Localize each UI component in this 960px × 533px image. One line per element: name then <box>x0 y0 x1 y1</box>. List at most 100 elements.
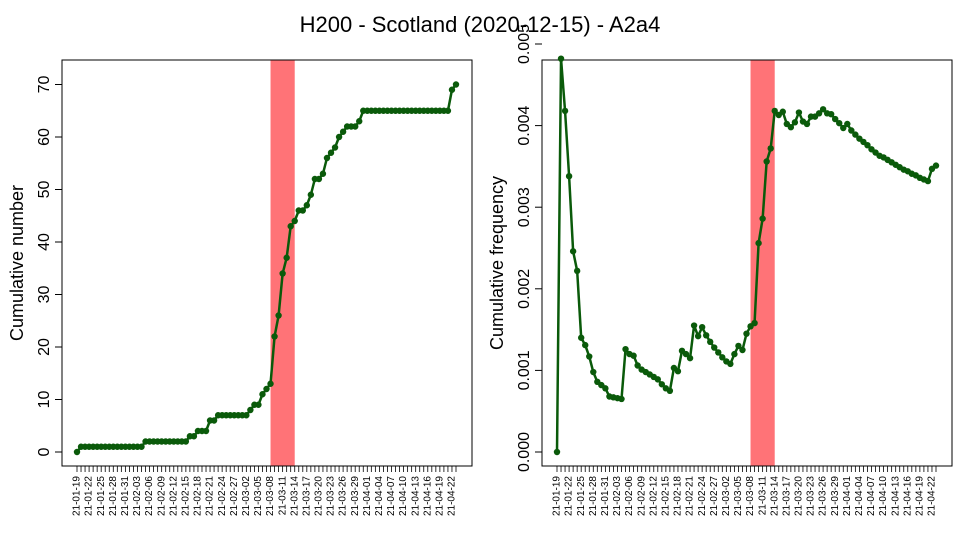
y-tick-label: 0.003 <box>516 187 533 227</box>
data-point <box>335 133 343 141</box>
data-point <box>739 346 746 354</box>
x-tick-label: 21-03-05 <box>253 476 264 516</box>
data-point <box>352 123 359 130</box>
data-point <box>759 215 766 222</box>
x-tick-label: 21-01-31 <box>120 476 131 516</box>
x-tick-label: 21-02-24 <box>697 476 708 516</box>
data-point <box>190 433 198 440</box>
y-tick-label: 40 <box>36 233 53 251</box>
data-point <box>291 217 298 225</box>
data-point <box>327 149 335 156</box>
data-point <box>924 177 932 185</box>
x-tick-label: 21-02-09 <box>636 476 647 516</box>
data-point <box>735 342 742 350</box>
data-point <box>448 86 456 93</box>
data-point <box>182 438 190 445</box>
data-point <box>444 107 452 114</box>
highlight-band <box>750 60 775 466</box>
x-tick-label: 21-03-26 <box>338 476 349 516</box>
x-tick-label: 21-02-21 <box>205 476 216 516</box>
x-tick-label: 21-01-31 <box>600 476 611 516</box>
data-point <box>658 381 666 388</box>
data-point <box>827 110 835 118</box>
data-point <box>279 270 286 277</box>
x-tick-label: 21-04-04 <box>374 476 385 516</box>
data-point <box>751 319 758 327</box>
data-point <box>299 207 306 214</box>
x-tick-label: 21-03-20 <box>794 476 805 516</box>
data-point <box>666 387 674 394</box>
x-tick-label: 21-02-27 <box>229 476 240 516</box>
right-panel: 0.000 0.001 0.002 0.003 0.004 0.005 Cumulative… <box>487 24 953 516</box>
x-tick-label: 21-02-27 <box>709 476 720 516</box>
plot-frame <box>541 59 953 467</box>
data-point <box>323 154 331 162</box>
data-point <box>138 443 145 450</box>
y-tick-label: 10 <box>36 391 53 409</box>
y-tick-label: 0.000 <box>516 432 533 472</box>
data-point <box>840 124 847 132</box>
x-tick-label: 21-02-12 <box>648 476 659 516</box>
y-tick-label: 70 <box>36 76 53 94</box>
data-point <box>698 323 706 331</box>
data-point <box>844 120 851 128</box>
data-point <box>630 352 637 359</box>
x-tick-label: 21-04-16 <box>902 476 913 516</box>
x-tick-label: 21-04-22 <box>447 476 458 516</box>
x-tick-label: 21-03-17 <box>301 476 312 516</box>
x-tick-label: 21-02-21 <box>685 476 696 516</box>
y-tick-label: 0 <box>36 447 53 456</box>
x-tick-label: 21-04-13 <box>890 476 901 516</box>
data-point <box>832 115 839 123</box>
x-tick-label: 21-02-03 <box>132 476 143 516</box>
data-point <box>743 330 750 337</box>
data-point <box>283 254 290 261</box>
data-point <box>331 144 339 151</box>
x-tick-label: 21-01-28 <box>108 476 119 516</box>
data-point <box>731 350 738 358</box>
series-line <box>76 83 457 453</box>
data-point <box>553 448 561 456</box>
data-point <box>755 239 762 247</box>
data-point <box>763 158 770 165</box>
data-point <box>590 368 597 376</box>
x-tick-label: 21-04-01 <box>842 476 853 516</box>
data-point <box>787 124 795 131</box>
data-point <box>711 344 718 351</box>
data-point <box>815 110 823 117</box>
data-point <box>791 119 799 126</box>
x-tick-label: 21-02-18 <box>193 476 204 516</box>
x-tick-label: 21-04-19 <box>435 476 446 516</box>
x-tick-label: 21-02-18 <box>673 476 684 516</box>
x-tick-label: 21-04-01 <box>362 476 373 516</box>
data-point <box>602 385 609 392</box>
data-point <box>573 267 581 275</box>
x-tick-label: 21-04-10 <box>398 476 409 516</box>
data-point <box>356 118 363 125</box>
x-tick-label: 21-03-29 <box>350 476 361 516</box>
data-point <box>339 128 347 135</box>
x-tick-label: 21-04-04 <box>854 476 865 516</box>
x-tick-label: 21-03-14 <box>289 476 300 516</box>
data-point <box>577 334 585 341</box>
left-panel: 0 10 20 30 40 50 60 70 Cumulative number 21-01-19… <box>7 59 473 516</box>
data-point <box>932 162 940 169</box>
data-point <box>715 349 722 356</box>
data-point <box>618 395 625 403</box>
data-point <box>319 170 327 177</box>
x-tick-label: 21-02-06 <box>144 476 155 516</box>
data-point <box>243 412 250 419</box>
data-point <box>73 448 81 456</box>
data-point <box>690 322 698 329</box>
data-point <box>727 360 734 368</box>
x-tick-label: 21-03-29 <box>830 476 841 516</box>
series-line <box>555 57 937 453</box>
data-point <box>315 175 323 183</box>
x-tick-label: 21-03-23 <box>326 476 337 516</box>
data-point <box>682 350 690 358</box>
x-tick-label: 21-01-25 <box>576 476 587 516</box>
data-point <box>255 401 262 408</box>
x-tick-label: 21-03-02 <box>241 476 252 516</box>
x-tick-label: 21-03-14 <box>769 476 780 516</box>
